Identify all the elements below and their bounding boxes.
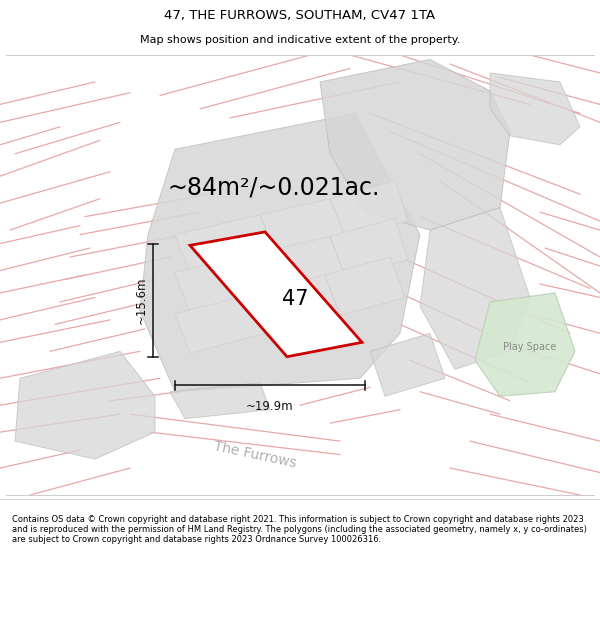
Polygon shape: [258, 275, 340, 332]
Polygon shape: [260, 199, 345, 251]
Polygon shape: [140, 113, 420, 392]
Polygon shape: [475, 293, 575, 396]
Polygon shape: [325, 257, 405, 316]
Polygon shape: [170, 382, 270, 419]
Polygon shape: [260, 236, 345, 292]
Polygon shape: [370, 333, 445, 396]
Polygon shape: [15, 351, 155, 459]
Polygon shape: [320, 59, 510, 230]
Polygon shape: [190, 232, 362, 357]
Polygon shape: [420, 208, 530, 369]
Polygon shape: [175, 293, 272, 353]
Text: 47: 47: [282, 289, 308, 309]
Polygon shape: [490, 73, 580, 145]
Text: Map shows position and indicative extent of the property.: Map shows position and indicative extent…: [140, 34, 460, 44]
Text: ~84m²/~0.021ac.: ~84m²/~0.021ac.: [168, 176, 380, 200]
Text: Contains OS data © Crown copyright and database right 2021. This information is : Contains OS data © Crown copyright and d…: [12, 514, 587, 544]
Text: The Furrows: The Furrows: [212, 439, 298, 470]
Polygon shape: [175, 215, 275, 272]
Text: ~15.6m: ~15.6m: [134, 276, 148, 324]
Text: ~19.9m: ~19.9m: [246, 400, 294, 413]
Polygon shape: [330, 181, 408, 236]
Polygon shape: [175, 253, 275, 314]
Text: 47, THE FURROWS, SOUTHAM, CV47 1TA: 47, THE FURROWS, SOUTHAM, CV47 1TA: [164, 9, 436, 22]
Text: Play Space: Play Space: [503, 342, 557, 352]
Polygon shape: [330, 218, 408, 276]
